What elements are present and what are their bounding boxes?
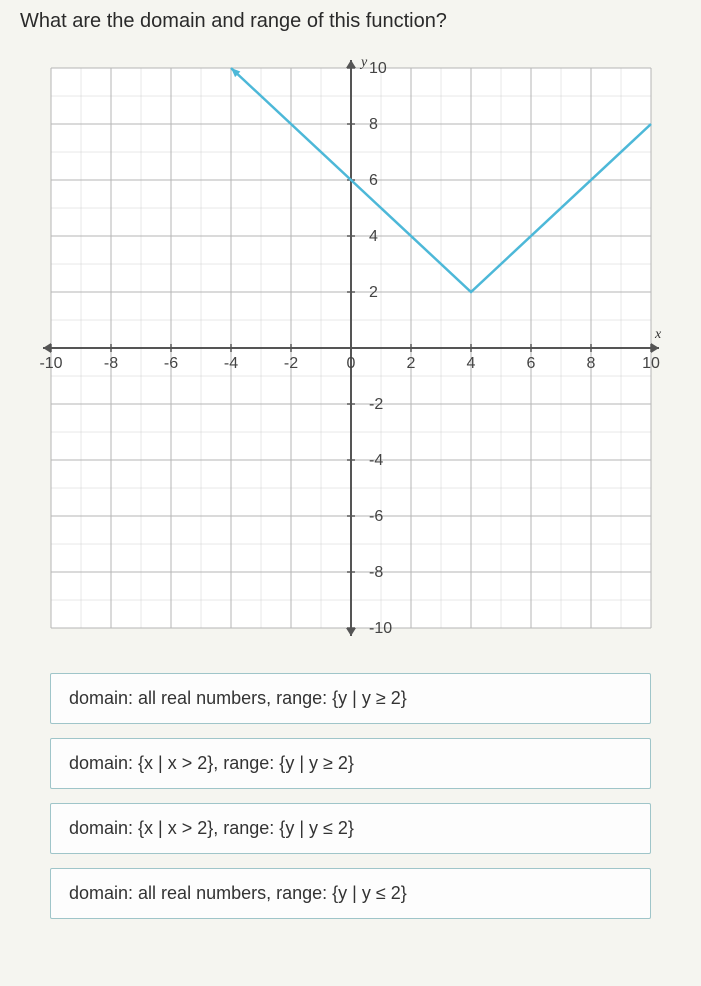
svg-text:4: 4 bbox=[466, 355, 475, 372]
question-text: What are the domain and range of this fu… bbox=[20, 10, 681, 33]
svg-text:-2: -2 bbox=[369, 396, 383, 413]
svg-text:8: 8 bbox=[369, 116, 378, 133]
svg-text:-2: -2 bbox=[283, 355, 297, 372]
svg-text:6: 6 bbox=[526, 355, 535, 372]
svg-text:-10: -10 bbox=[369, 620, 392, 637]
svg-text:10: 10 bbox=[642, 355, 660, 372]
svg-text:-4: -4 bbox=[369, 452, 383, 469]
svg-text:0: 0 bbox=[346, 355, 355, 372]
svg-text:-4: -4 bbox=[223, 355, 237, 372]
svg-text:8: 8 bbox=[586, 355, 595, 372]
svg-text:-8: -8 bbox=[369, 564, 383, 581]
answer-list: domain: all real numbers, range: {y | y … bbox=[20, 673, 681, 919]
svg-text:-10: -10 bbox=[39, 355, 62, 372]
svg-text:10: 10 bbox=[369, 60, 387, 77]
svg-text:-8: -8 bbox=[103, 355, 117, 372]
svg-text:x: x bbox=[654, 327, 662, 342]
answer-option-3[interactable]: domain: {x | x > 2}, range: {y | y ≤ 2} bbox=[50, 803, 651, 854]
svg-text:6: 6 bbox=[369, 172, 378, 189]
svg-text:-6: -6 bbox=[369, 508, 383, 525]
answer-option-4[interactable]: domain: all real numbers, range: {y | y … bbox=[50, 868, 651, 919]
svg-text:2: 2 bbox=[369, 284, 378, 301]
svg-text:-6: -6 bbox=[163, 355, 177, 372]
svg-text:y: y bbox=[359, 55, 368, 70]
function-graph: -10 -8 -6 -4 -2 0 2 4 6 8 10 2 4 6 8 10 -2 -4 -6 -8 -10 x y bbox=[31, 48, 671, 648]
answer-option-2[interactable]: domain: {x | x > 2}, range: {y | y ≥ 2} bbox=[50, 738, 651, 789]
svg-text:2: 2 bbox=[406, 355, 415, 372]
answer-option-1[interactable]: domain: all real numbers, range: {y | y … bbox=[50, 673, 651, 724]
svg-text:4: 4 bbox=[369, 228, 378, 245]
